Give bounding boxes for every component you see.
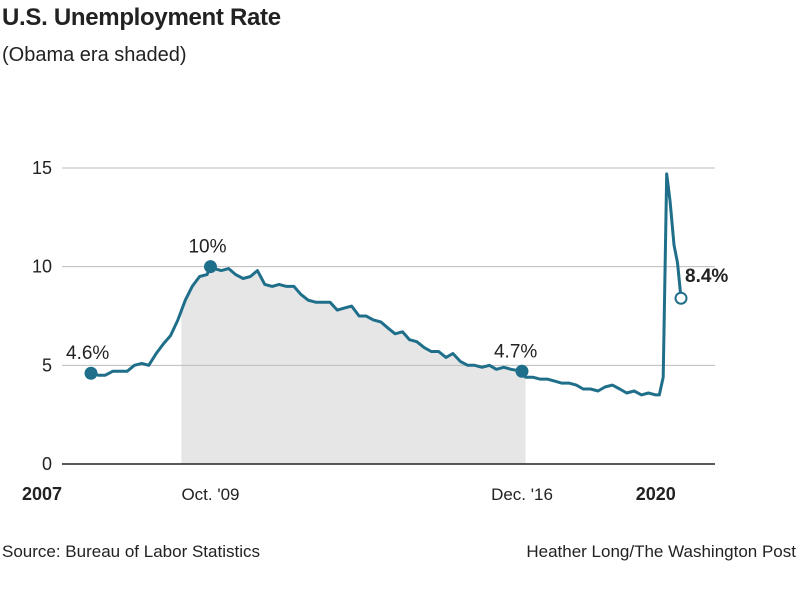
- chart-title: U.S. Unemployment Rate: [2, 4, 281, 31]
- data-label: 10%: [188, 237, 226, 258]
- y-tick-label: 0: [42, 454, 52, 474]
- credit-note: Heather Long/The Washington Post: [526, 542, 796, 561]
- y-tick-label: 5: [42, 355, 52, 375]
- data-label: 4.6%: [66, 343, 109, 364]
- chart-subtitle: (Obama era shaded): [2, 44, 187, 66]
- data-point-marker: [203, 260, 217, 274]
- data-label: 4.7%: [494, 341, 537, 362]
- data-point-marker: [674, 291, 688, 305]
- data-label: 8.4%: [685, 266, 728, 287]
- x-tick-label: 2020: [636, 484, 676, 504]
- data-point-marker: [84, 366, 98, 380]
- y-tick-label: 15: [32, 158, 52, 178]
- series-line-unemployment: [90, 172, 683, 397]
- x-tick-label: Oct. '09: [181, 485, 239, 504]
- y-tick-label: 10: [32, 257, 52, 277]
- data-point-marker: [515, 364, 529, 378]
- source-note: Source: Bureau of Labor Statistics: [2, 542, 260, 561]
- x-tick-label: 2007: [22, 484, 62, 504]
- x-tick-label: Dec. '16: [491, 485, 553, 504]
